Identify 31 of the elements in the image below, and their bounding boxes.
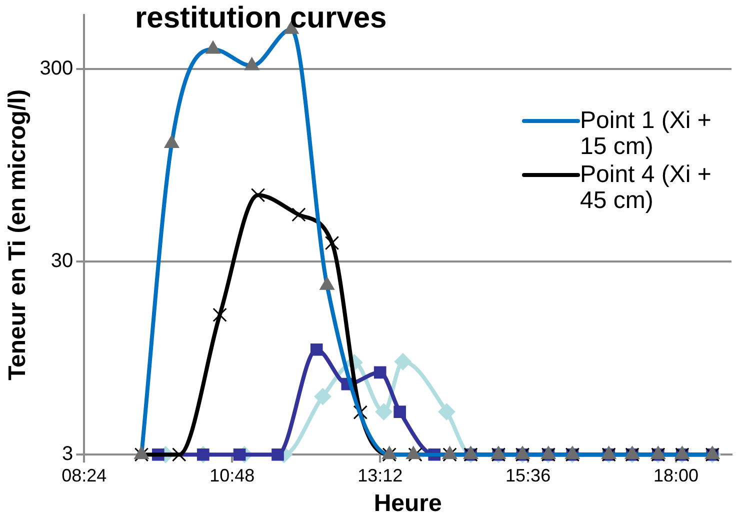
y-tick-label: 3 (62, 443, 74, 466)
x-axis-title: Heure (374, 490, 442, 518)
point (353, 405, 368, 420)
point (394, 353, 412, 370)
y-tick-label: 30 (50, 250, 74, 272)
point (314, 388, 332, 406)
chart-title: restitution curves (135, 1, 387, 34)
point (292, 208, 306, 222)
y-tick-label: 300 (40, 57, 74, 80)
x-tick-label: 18:00 (653, 465, 699, 486)
x-tick-label: 10:48 (210, 465, 255, 486)
point (442, 447, 457, 462)
point (374, 366, 386, 379)
point (324, 236, 340, 250)
point (394, 406, 406, 418)
point (438, 403, 456, 420)
point (408, 447, 422, 462)
x-tick-label: 13:12 (358, 465, 403, 486)
y-axis-title: Teneur en Ti (en microg/l) (4, 89, 32, 380)
point (212, 308, 227, 322)
point (382, 447, 396, 462)
x-tick-label: 15:36 (506, 465, 551, 486)
point (233, 448, 246, 461)
legend-label: Point 4 (Xi + 45 cm) (580, 161, 712, 214)
point (375, 403, 392, 420)
point (172, 447, 186, 462)
point (310, 343, 323, 356)
point (272, 448, 284, 461)
point (250, 188, 266, 202)
legend-label: Point 1 (Xi + 15 cm) (580, 107, 712, 160)
x-tick-label: 08:24 (62, 465, 107, 486)
